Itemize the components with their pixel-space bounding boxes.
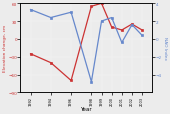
X-axis label: Year: Year	[81, 106, 92, 111]
Y-axis label: Elevation change, cm: Elevation change, cm	[3, 25, 7, 72]
Y-axis label: NAO Index: NAO Index	[163, 37, 167, 60]
